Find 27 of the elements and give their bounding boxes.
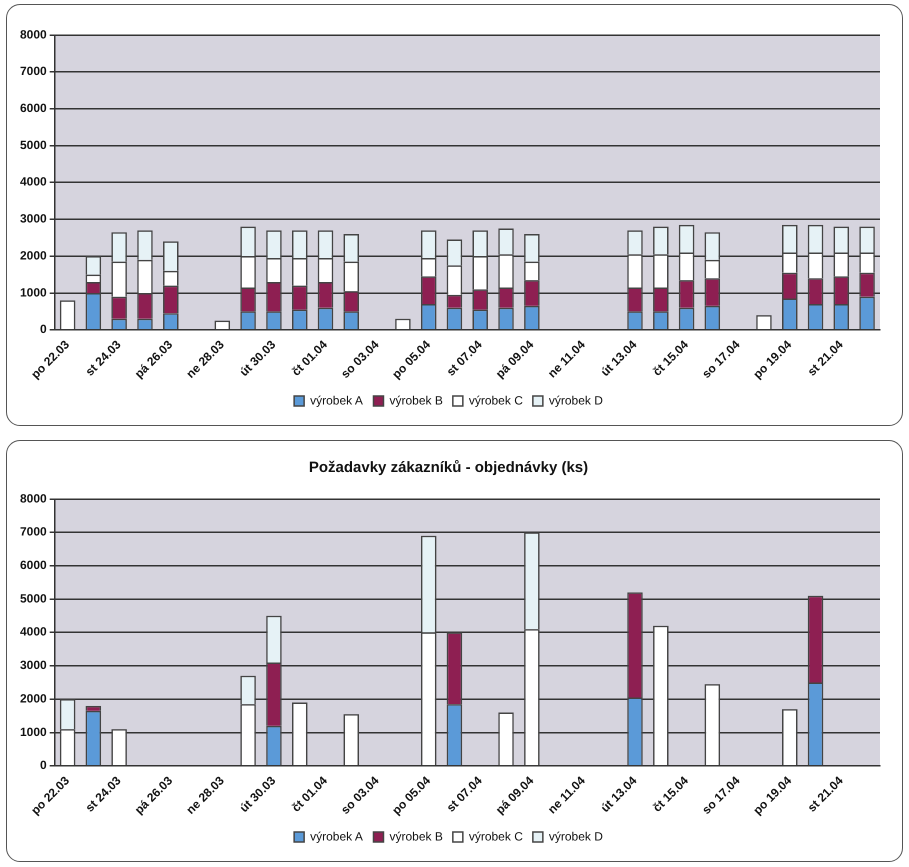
y-tick-label: 2000 [20,248,48,262]
y-tick-label: 7000 [20,524,48,539]
y-tick-label: 3000 [20,658,48,672]
legend-label: výrobek D [548,393,604,408]
y-tick-label: 6000 [20,101,48,116]
y-tick-label: 1000 [20,285,48,300]
y-tick-label: 1000 [20,724,48,739]
y-tick-label: 2000 [20,691,48,706]
legend-label: výrobek B [389,393,443,408]
y-tick-label: 0 [40,758,48,772]
y-tick-label: 7000 [20,64,48,78]
chart-title: Požadavky zákazníků - objednávky (ks) [308,459,588,476]
y-tick-label: 4000 [20,174,48,189]
y-tick-label: 0 [40,322,48,336]
y-tick-label: 8000 [20,27,48,42]
legend-label: výrobek A [310,393,363,408]
legend-label: výrobek C [468,829,524,844]
y-tick-label: 3000 [20,212,48,226]
y-tick-label: 5000 [20,138,48,152]
y-tick-label: 8000 [20,491,48,506]
y-tick-label: 6000 [20,558,48,572]
y-tick-label: 5000 [20,591,48,606]
legend-label: výrobek A [310,829,363,844]
legend-label: výrobek B [389,829,443,844]
y-tick-label: 4000 [20,624,48,639]
legend-label: výrobek C [468,393,524,408]
legend-label: výrobek D [548,829,604,844]
